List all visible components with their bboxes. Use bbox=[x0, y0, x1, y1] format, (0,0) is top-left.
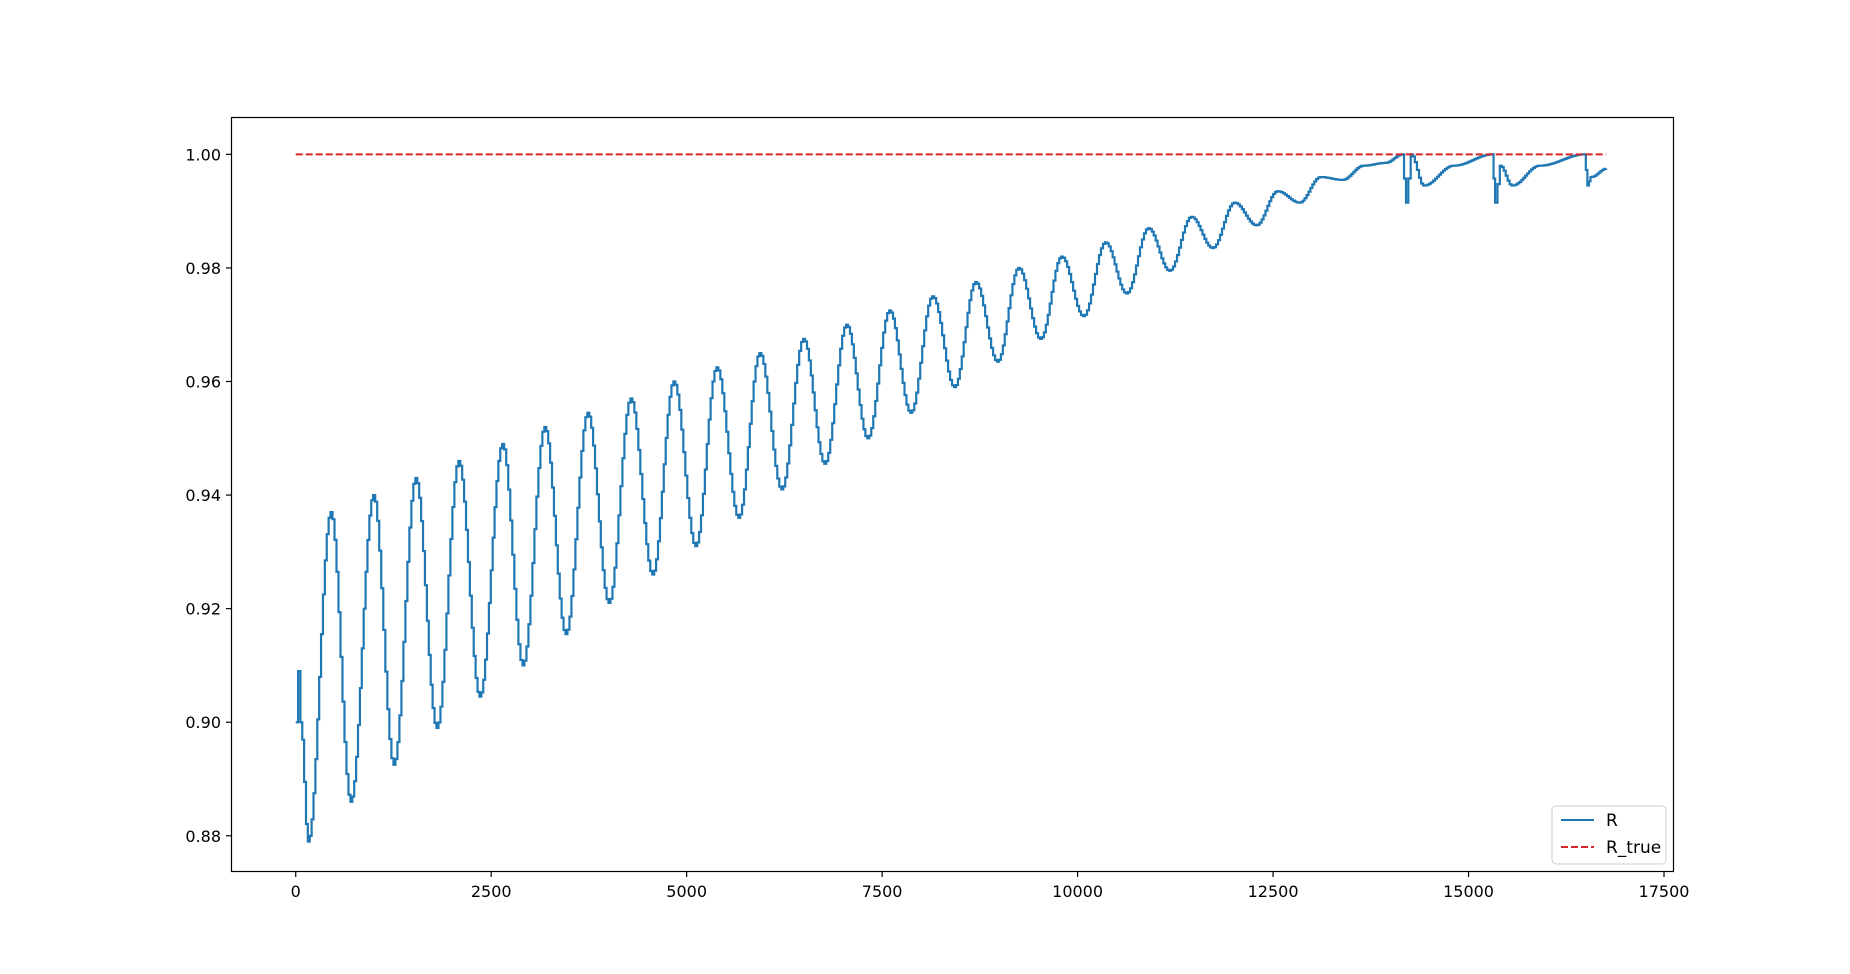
series-line-r bbox=[295, 153, 1608, 843]
x-tick-label-2500: 2500 bbox=[471, 882, 512, 901]
legend-label-r-true: R_true bbox=[1606, 838, 1661, 858]
x-tick-label-12500: 12500 bbox=[1248, 882, 1299, 901]
y-axis: 0.88 0.90 0.92 0.94 0.96 0.98 1.00 bbox=[185, 145, 232, 846]
x-tick-label-15000: 15000 bbox=[1443, 882, 1494, 901]
legend-label-r: R bbox=[1606, 811, 1618, 831]
x-tick-label-5000: 5000 bbox=[666, 882, 707, 901]
x-tick-label-17500: 17500 bbox=[1639, 882, 1690, 901]
y-tick-label-0-98: 0.98 bbox=[185, 259, 221, 278]
y-tick-label-0-90: 0.90 bbox=[185, 713, 221, 732]
y-tick-label-0-88: 0.88 bbox=[185, 827, 221, 846]
y-tick-label-0-92: 0.92 bbox=[185, 600, 221, 619]
y-tick-label-0-94: 0.94 bbox=[185, 486, 221, 505]
legend: R R_true bbox=[1551, 805, 1667, 865]
x-tick-label-7500: 7500 bbox=[862, 882, 903, 901]
y-tick-label-0-96: 0.96 bbox=[185, 372, 221, 391]
x-tick-label-0: 0 bbox=[291, 882, 301, 901]
y-tick-label-1-00: 1.00 bbox=[185, 145, 221, 164]
x-axis: 0 2500 5000 7500 10000 12500 15000 17500 bbox=[291, 871, 1690, 901]
series-layer bbox=[295, 153, 1608, 843]
x-tick-label-10000: 10000 bbox=[1052, 882, 1103, 901]
